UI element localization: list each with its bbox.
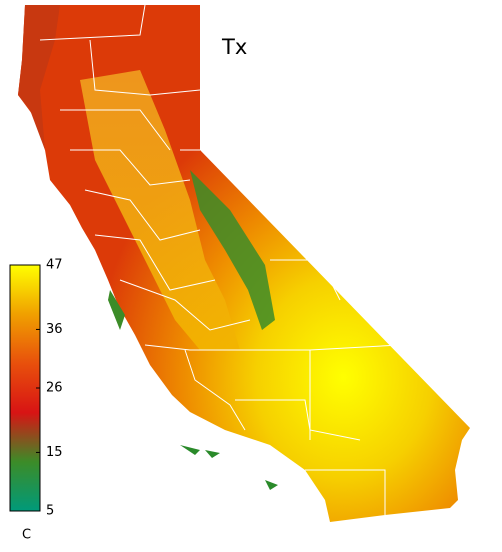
colorbar-tick-label: 26 xyxy=(46,381,63,396)
colorbar-tick-label: 36 xyxy=(46,322,63,337)
colorbar-label: C xyxy=(22,528,31,543)
colorbar-tick-label: 5 xyxy=(46,504,54,519)
map-title: Tx xyxy=(221,35,247,59)
state-shape xyxy=(18,5,470,522)
colorbar: 5 15 26 36 47 xyxy=(9,258,63,519)
colorbar-tick-label: 47 xyxy=(46,258,63,273)
colorbar-tick-label: 15 xyxy=(46,445,63,460)
colorbar-scale xyxy=(9,264,41,512)
county-lines xyxy=(39,4,401,515)
